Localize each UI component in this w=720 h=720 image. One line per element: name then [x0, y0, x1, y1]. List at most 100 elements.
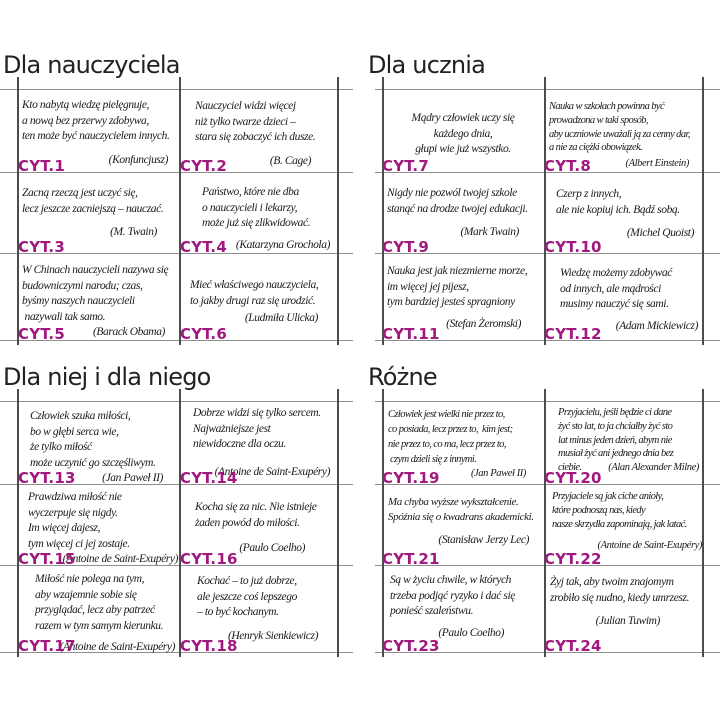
grid-line-horizontal — [0, 484, 353, 485]
quote-author: (Antoine de Saint-Exupéry) — [214, 465, 331, 478]
grid-line-horizontal — [375, 484, 720, 485]
grid-line-vertical — [382, 389, 384, 657]
quote-card: Zacną rzeczą jest uczyć się, lecz jeszcz… — [18, 173, 180, 256]
section-title: Dla ucznia — [368, 51, 486, 79]
grid-line-vertical — [179, 77, 181, 345]
quote-id-label: CYT.16 — [180, 550, 238, 568]
grid-line-horizontal — [0, 565, 353, 566]
grid-line-vertical — [17, 77, 19, 345]
grid-line-vertical — [544, 77, 546, 345]
quote-card: Człowiek szuka miłości, bo w głębi serca… — [18, 402, 180, 487]
quote-card: Prawdziwa miłość nie wyczerpuje się nigd… — [18, 485, 180, 568]
quote-id-label: CYT.7 — [382, 157, 429, 175]
grid-line-vertical — [17, 389, 19, 657]
quote-text: Kochać – to już dobrze, ale jeszcze coś … — [197, 575, 297, 618]
quote-card: Są w życiu chwile, w których trzeba podj… — [382, 566, 544, 655]
quote-author: (Alan Alexander Milne) — [608, 461, 699, 473]
quote-author: (Stanisław Jerzy Lec) — [438, 534, 529, 546]
quote-text: Człowiek szuka miłości, bo w głębi serca… — [30, 410, 156, 469]
quote-id-label: CYT.24 — [544, 637, 602, 655]
quote-text: Kto nabytą wiedzę pielęgnuje, a nową bez… — [22, 99, 170, 142]
quote-card: W Chinach nauczycieli nazywa się budowni… — [18, 254, 180, 343]
grid-line-horizontal — [375, 172, 720, 173]
quote-card: Czerp z innych, ale nie kopiuj ich. Bądź… — [544, 173, 702, 256]
quote-id-label: CYT.17 — [18, 637, 76, 655]
quote-author: (Michel Quoist) — [626, 227, 695, 239]
quote-text: Mieć właściwego nauczyciela, to jakby dr… — [190, 279, 319, 307]
quote-id-label: CYT.11 — [382, 325, 440, 343]
quote-author: (Katarzyna Grochola) — [235, 238, 331, 251]
section-title: Różne — [368, 363, 438, 391]
quote-text: Nauka w szkołach powinna być prowadzona … — [549, 101, 690, 154]
quote-id-label: CYT.2 — [180, 157, 227, 175]
section-rozne: Różne Człowiek jest wielki nie przez to,… — [364, 362, 720, 672]
quote-id-label: CYT.18 — [180, 637, 238, 655]
quote-author: (Antoine de Saint-Exupéry) — [59, 641, 176, 653]
quote-id-label: CYT.4 — [180, 238, 227, 256]
quote-text: Dobrze widzi się tylko sercem. Najważnie… — [193, 407, 321, 450]
quote-author: (Ludmiła Ulicka) — [244, 312, 319, 324]
quote-author: (Paulo Coelho) — [438, 626, 504, 639]
grid-line-horizontal — [375, 652, 720, 653]
quote-id-label: CYT.14 — [180, 469, 238, 487]
quote-id-label: CYT.19 — [382, 469, 440, 487]
quote-card: Ma chyba wyższe wykształcenie. Spóźnia s… — [382, 485, 544, 568]
quote-id-label: CYT.20 — [544, 469, 602, 487]
quote-text: Nauczyciel widzi więcej niż tylko twarze… — [195, 100, 316, 143]
quote-text: Nauka jest jak niezmierne morze, im więc… — [387, 265, 528, 308]
grid-line-vertical — [382, 77, 384, 345]
grid-line-horizontal — [0, 253, 353, 254]
quote-text: Mądry człowiek uczy się każdego dnia, gł… — [411, 112, 515, 155]
grid-line-horizontal — [375, 565, 720, 566]
grid-line-horizontal — [375, 89, 720, 90]
quote-author: (M. Twain) — [110, 226, 157, 238]
quote-text: Czerp z innych, ale nie kopiuj ich. Bądź… — [556, 188, 680, 216]
quote-card: Nauczyciel widzi więcej niż tylko twarze… — [180, 90, 338, 175]
section-dla-nauczyciela: Dla nauczyciela Kto nabytą wiedzę pielęg… — [0, 50, 356, 360]
quote-id-label: CYT.21 — [382, 550, 440, 568]
quote-author: (Jan Paweł II) — [470, 468, 526, 479]
grid-line-horizontal — [375, 340, 720, 341]
quote-card: Nauka jest jak niezmierne morze, im więc… — [382, 254, 544, 343]
grid-line-vertical — [337, 77, 339, 345]
quote-card: Człowiek jest wielki nie przez to, co po… — [382, 402, 544, 487]
quote-card: Żyj tak, aby twoim znajomym zrobiło się … — [544, 566, 702, 655]
grid-line-horizontal — [0, 89, 353, 90]
quote-text: Człowiek jest wielki nie przez to, co po… — [388, 409, 513, 465]
quote-text: Przyjacielu, jeśli będzie ci dane żyć st… — [558, 407, 674, 474]
grid-line-horizontal — [375, 253, 720, 254]
quote-card: Dobrze widzi się tylko sercem. Najważnie… — [180, 402, 338, 487]
grid-line-horizontal — [0, 401, 353, 402]
quote-id-label: CYT.6 — [180, 325, 227, 343]
quote-author: (Henryk Sienkiewicz) — [227, 629, 318, 642]
grid-line-vertical — [702, 389, 704, 657]
quote-author: (Mark Twain) — [460, 226, 519, 238]
quote-card: Kto nabytą wiedzę pielęgnuje, a nową bez… — [18, 90, 180, 175]
grid-line-horizontal — [375, 401, 720, 402]
quote-card: Miłość nie polega na tym, aby wzajemnie … — [18, 566, 180, 655]
quote-card: Nigdy nie pozwól twojej szkole stanąć na… — [382, 173, 544, 256]
quote-author: (Adam Mickiewicz) — [615, 319, 699, 332]
quote-author: (Barack Obama) — [92, 326, 165, 338]
quote-text: Nigdy nie pozwól twojej szkole stanąć na… — [387, 187, 528, 215]
quote-id-label: CYT.3 — [18, 238, 65, 256]
quote-id-label: CYT.22 — [544, 550, 602, 568]
quote-id-label: CYT.13 — [18, 469, 76, 487]
quote-text: Państwo, które nie dba o nauczycieli i l… — [202, 186, 311, 229]
quote-id-label: CYT.12 — [544, 325, 602, 343]
quote-card: Mieć właściwego nauczyciela, to jakby dr… — [180, 254, 338, 343]
section-dla-ucznia: Dla ucznia Mądry człowiek uczy się każde… — [364, 50, 720, 360]
quote-id-label: CYT.1 — [18, 157, 65, 175]
quote-text: Miłość nie polega na tym, aby wzajemnie … — [35, 573, 164, 632]
quote-id-label: CYT.23 — [382, 637, 440, 655]
quote-id-label: CYT.15 — [18, 550, 76, 568]
quote-card: Państwo, które nie dba o nauczycieli i l… — [180, 173, 338, 256]
quote-text: Zacną rzeczą jest uczyć się, lecz jeszcz… — [22, 187, 164, 215]
quote-card: Wiedzę możemy zdobywać od innych, ale mą… — [544, 254, 702, 343]
section-dla-niej-i-dla-niego: Dla niej i dla niego Człowiek szuka miło… — [0, 362, 356, 672]
grid-line-horizontal — [0, 172, 353, 173]
grid-line-vertical — [337, 389, 339, 657]
section-title: Dla niej i dla niego — [3, 363, 211, 391]
grid-line-horizontal — [0, 340, 353, 341]
